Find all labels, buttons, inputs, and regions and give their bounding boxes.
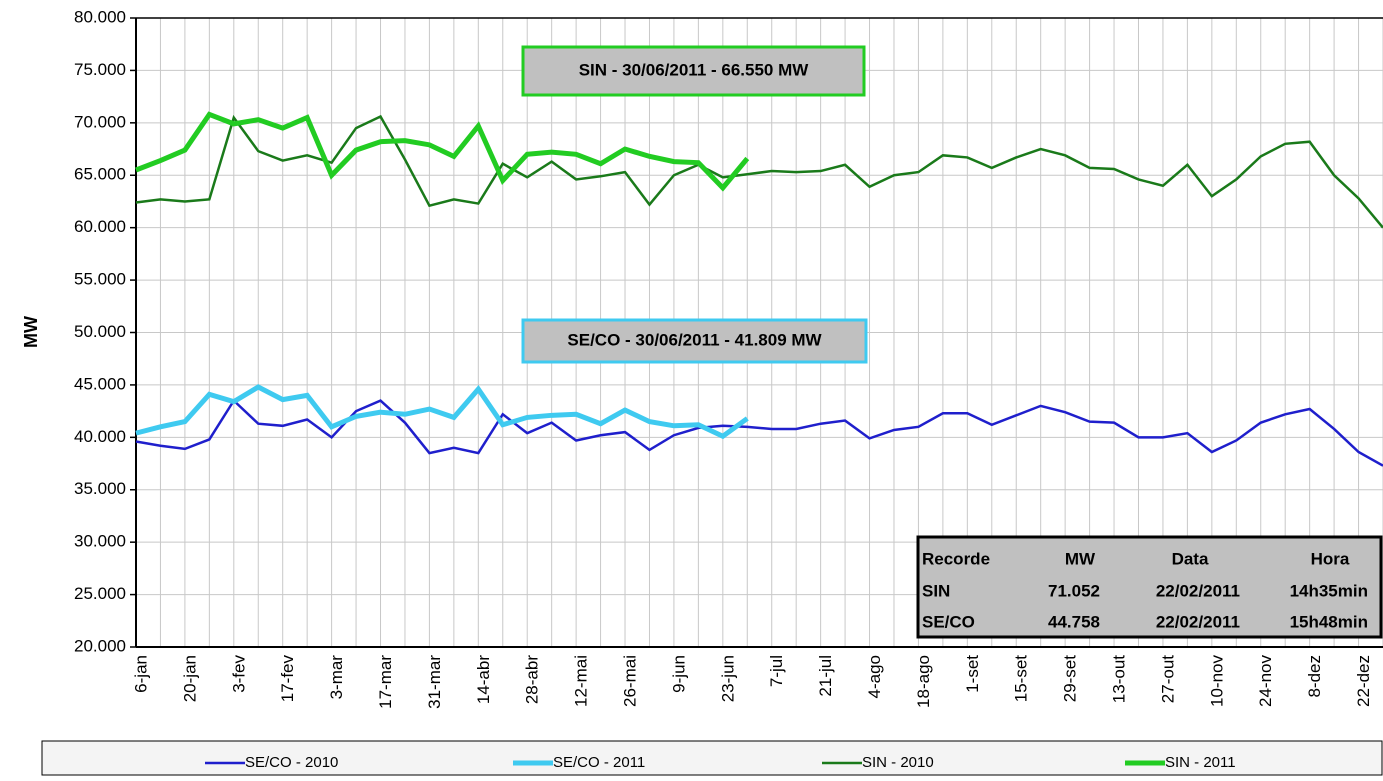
x-tick-label: 4-ago [865,655,884,698]
x-tick-label: 20-jan [180,655,199,702]
y-tick-label: 55.000 [74,270,126,289]
series-line [135,398,1383,467]
x-tick-label: 22-dez [1354,655,1373,707]
x-tick-label: 6-jan [131,655,150,693]
annotation: SIN - 30/06/2011 - 66.550 MW [579,60,810,79]
annotation-box [521,318,868,364]
y-tick-label: 50.000 [74,322,126,341]
x-tick-label: 8-dez [1305,655,1324,698]
y-tick-label: 70.000 [74,112,126,131]
series-line [135,111,750,192]
annotation: SE/CO - 30/06/2011 - 41.809 MW [567,330,822,349]
legend-label: SIN - 2010 [862,754,934,771]
table-cell: 14h35min [1290,581,1368,600]
y-tick-label: 45.000 [74,374,126,393]
series-line [135,384,749,440]
x-tick-label: 31-mar [425,655,444,709]
x-tick-label: 21-jul [816,655,835,697]
x-tick-label: 14-abr [474,655,493,704]
x-tick-label: 27-out [1158,655,1177,703]
y-tick-label: 30.000 [74,532,126,551]
y-tick-label: 35.000 [74,479,126,498]
x-tick-label: 18-ago [914,655,933,708]
legend-label: SE/CO - 2010 [245,754,338,771]
table-cell: SE/CO [922,612,975,631]
series-line [135,114,1383,229]
x-tick-label: 3-mar [327,655,346,700]
legend-label: SE/CO - 2011 [553,754,645,771]
y-tick-label: 65.000 [74,165,126,184]
table-cell: 44.758 [1048,612,1100,631]
x-tick-label: 17-mar [376,655,395,709]
y-tick-label: 75.000 [74,60,126,79]
table-cell: 22/02/2011 [1156,581,1240,600]
x-tick-label: 17-fev [278,655,297,703]
y-tick-label: 25.000 [74,584,126,603]
legend-label: SIN - 2011 [1165,754,1236,771]
x-tick-label: 1-set [963,655,982,693]
x-tick-label: 24-nov [1256,655,1275,707]
x-tick-label: 15-set [1012,655,1031,703]
x-tick-label: 10-nov [1207,655,1226,707]
table-header: MW [1065,549,1096,568]
x-tick-label: 28-abr [523,655,542,704]
x-tick-label: 12-mai [572,655,591,707]
table-cell: SIN [922,581,950,600]
x-tick-label: 9-jun [669,655,688,693]
table-cell: 15h48min [1290,612,1368,631]
x-tick-label: 13-out [1110,655,1129,703]
x-tick-label: 7-jul [767,655,786,687]
table-header: Recorde [922,549,990,568]
y-tick-label: 40.000 [74,427,126,446]
y-tick-label: 20.000 [74,636,126,655]
y-tick-label: 60.000 [74,217,126,236]
table-header: Hora [1311,549,1350,568]
table-header: Data [1172,549,1209,568]
y-tick-label: 80.000 [74,7,126,26]
annotation-box [521,45,866,97]
table-cell: 71.052 [1048,581,1100,600]
x-tick-label: 29-set [1061,655,1080,703]
table-cell: 22/02/2011 [1156,612,1240,631]
x-tick-label: 3-fev [229,655,248,693]
x-tick-label: 26-mai [621,655,640,707]
x-tick-label: 23-jun [718,655,737,702]
y-axis-label: MW [21,316,41,348]
legend-box [41,740,1383,776]
record-table-box [916,535,1383,639]
